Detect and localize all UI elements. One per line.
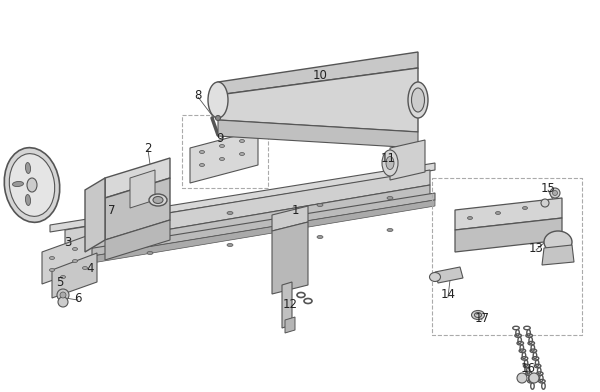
Ellipse shape xyxy=(215,116,221,120)
Polygon shape xyxy=(272,206,308,231)
Ellipse shape xyxy=(523,207,527,209)
Ellipse shape xyxy=(382,150,398,176)
Ellipse shape xyxy=(83,267,88,270)
Circle shape xyxy=(57,289,69,301)
Ellipse shape xyxy=(49,269,55,272)
Text: 14: 14 xyxy=(440,289,455,301)
Polygon shape xyxy=(85,178,105,252)
Polygon shape xyxy=(282,282,292,328)
Ellipse shape xyxy=(27,178,37,192)
Ellipse shape xyxy=(317,203,323,207)
Polygon shape xyxy=(50,200,435,270)
Polygon shape xyxy=(218,52,418,95)
Text: 6: 6 xyxy=(74,292,82,305)
Ellipse shape xyxy=(227,212,233,214)
Text: 5: 5 xyxy=(56,276,64,289)
Ellipse shape xyxy=(467,216,473,220)
Polygon shape xyxy=(435,267,463,283)
Ellipse shape xyxy=(87,227,93,229)
Text: 17: 17 xyxy=(475,312,490,325)
Text: 13: 13 xyxy=(529,241,544,254)
Text: 2: 2 xyxy=(144,142,152,154)
Ellipse shape xyxy=(227,243,233,247)
Ellipse shape xyxy=(49,256,55,260)
Ellipse shape xyxy=(208,82,228,118)
Circle shape xyxy=(529,373,539,383)
Polygon shape xyxy=(42,234,92,284)
Ellipse shape xyxy=(73,247,77,250)
Ellipse shape xyxy=(544,231,572,253)
Ellipse shape xyxy=(13,181,23,187)
Ellipse shape xyxy=(386,156,394,169)
Ellipse shape xyxy=(239,140,245,143)
Ellipse shape xyxy=(147,220,153,223)
Ellipse shape xyxy=(25,194,31,205)
Polygon shape xyxy=(218,68,418,132)
Ellipse shape xyxy=(73,260,77,263)
Polygon shape xyxy=(52,253,97,298)
Text: 9: 9 xyxy=(216,131,224,145)
Polygon shape xyxy=(455,218,562,252)
Ellipse shape xyxy=(199,151,205,154)
Ellipse shape xyxy=(199,163,205,167)
Ellipse shape xyxy=(4,148,60,222)
Text: 12: 12 xyxy=(283,298,298,312)
Polygon shape xyxy=(50,193,435,263)
Ellipse shape xyxy=(430,272,440,281)
Ellipse shape xyxy=(147,252,153,254)
Ellipse shape xyxy=(25,163,31,174)
Ellipse shape xyxy=(220,145,224,147)
Ellipse shape xyxy=(87,258,93,261)
Circle shape xyxy=(553,191,557,196)
Ellipse shape xyxy=(9,154,55,216)
Ellipse shape xyxy=(496,212,500,214)
Ellipse shape xyxy=(149,194,167,206)
Ellipse shape xyxy=(412,88,425,112)
Text: 3: 3 xyxy=(64,236,71,249)
Polygon shape xyxy=(65,185,430,261)
Ellipse shape xyxy=(408,82,428,118)
Ellipse shape xyxy=(387,196,393,200)
Polygon shape xyxy=(218,120,418,148)
Polygon shape xyxy=(285,317,295,333)
Polygon shape xyxy=(105,178,170,240)
Circle shape xyxy=(517,373,527,383)
Text: 8: 8 xyxy=(194,89,202,102)
Circle shape xyxy=(550,188,560,198)
Ellipse shape xyxy=(220,158,224,160)
Text: 15: 15 xyxy=(541,181,556,194)
Polygon shape xyxy=(65,170,430,247)
Ellipse shape xyxy=(153,196,163,203)
Polygon shape xyxy=(50,163,435,232)
Text: 4: 4 xyxy=(86,261,94,274)
Circle shape xyxy=(60,292,66,298)
Polygon shape xyxy=(190,130,258,183)
Circle shape xyxy=(58,297,68,307)
Polygon shape xyxy=(272,222,308,294)
Ellipse shape xyxy=(317,236,323,238)
Polygon shape xyxy=(105,158,170,198)
Text: 11: 11 xyxy=(380,151,395,165)
Text: 10: 10 xyxy=(313,69,328,82)
Text: 16: 16 xyxy=(521,361,536,374)
Ellipse shape xyxy=(239,152,245,156)
Text: 7: 7 xyxy=(108,203,116,216)
Polygon shape xyxy=(105,220,170,260)
Ellipse shape xyxy=(61,276,65,278)
Polygon shape xyxy=(455,198,562,230)
Text: 1: 1 xyxy=(291,203,299,216)
Polygon shape xyxy=(130,170,155,208)
Circle shape xyxy=(541,199,549,207)
Ellipse shape xyxy=(472,310,485,319)
Polygon shape xyxy=(390,140,425,180)
Ellipse shape xyxy=(387,229,393,232)
Polygon shape xyxy=(542,245,574,265)
